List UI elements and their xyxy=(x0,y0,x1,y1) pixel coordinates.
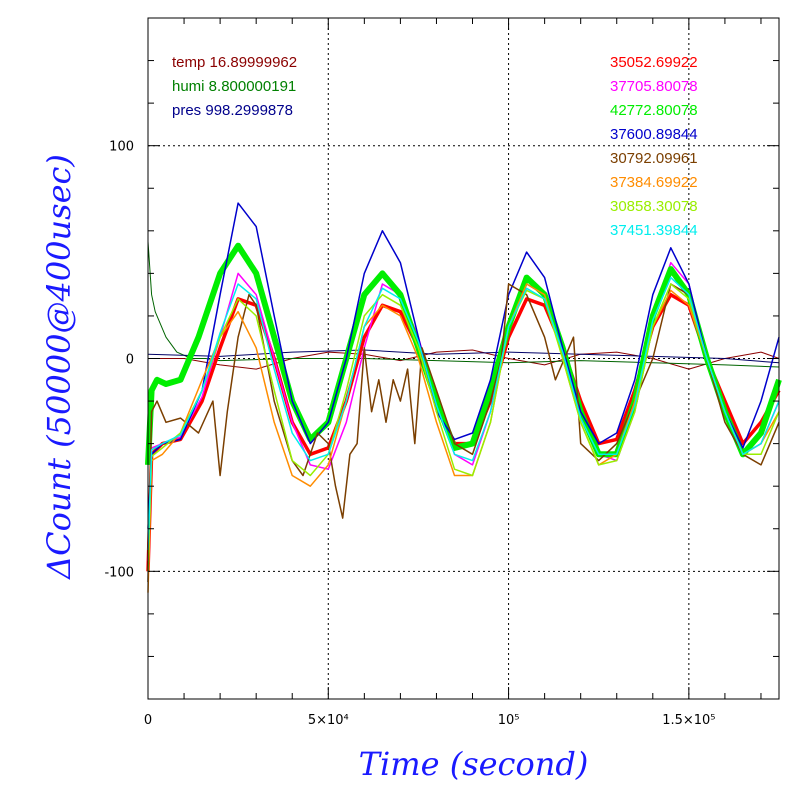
series-legend-entry: 42772.80078 xyxy=(610,102,698,119)
series-line xyxy=(147,261,780,561)
series-legend-entry: 37451.39844 xyxy=(610,222,698,239)
env-legend-entry: pres 998.2999878 xyxy=(172,102,293,119)
series-legend-entry: 37384.69922 xyxy=(610,174,698,191)
y-tick-label: 0 xyxy=(126,353,134,368)
ticks xyxy=(147,17,779,700)
series-line xyxy=(147,283,780,572)
x-axis-title: Time (second) xyxy=(359,745,589,783)
series-line xyxy=(147,276,780,551)
x-tick-label: 1.5×10⁵ xyxy=(662,713,715,728)
series-legend-entry: 30792.09961 xyxy=(610,150,698,167)
env-legend-entry: temp 16.89999962 xyxy=(172,54,297,71)
x-tick-label: 0 xyxy=(144,713,152,728)
series-legend: 35052.69922 37705.80078 42772.80078 37600.8… xyxy=(610,54,698,239)
y-axis-title: ΔCount (50000@400usec) xyxy=(40,154,78,581)
series-layer xyxy=(145,202,782,593)
series-legend-entry: 37705.80078 xyxy=(610,78,698,95)
x-tick-label: 10⁵ xyxy=(498,713,520,728)
series-line xyxy=(148,349,780,370)
series-line xyxy=(147,202,780,529)
grid xyxy=(148,18,779,699)
y-tick-label: -100 xyxy=(104,565,134,580)
series-legend-entry: 35052.69922 xyxy=(610,54,698,71)
y-tick-label: 100 xyxy=(109,140,134,155)
series-line xyxy=(147,241,780,368)
series-line xyxy=(147,283,780,583)
series-line xyxy=(146,292,781,572)
x-tick-label: 5×10⁴ xyxy=(308,713,349,728)
series-line xyxy=(147,349,780,364)
env-legend-entry: humi 8.800000191 xyxy=(172,78,296,95)
tick-labels: 0 5×10⁴ 10⁵ 1.5×10⁵ 100 0 -100 xyxy=(104,140,715,728)
series-legend-entry: 37600.89844 xyxy=(610,126,698,143)
series-legend-entry: 30858.30078 xyxy=(610,198,698,215)
series-line xyxy=(147,283,780,593)
env-legend: temp 16.89999962 humi 8.800000191 pres 998… xyxy=(172,54,297,119)
